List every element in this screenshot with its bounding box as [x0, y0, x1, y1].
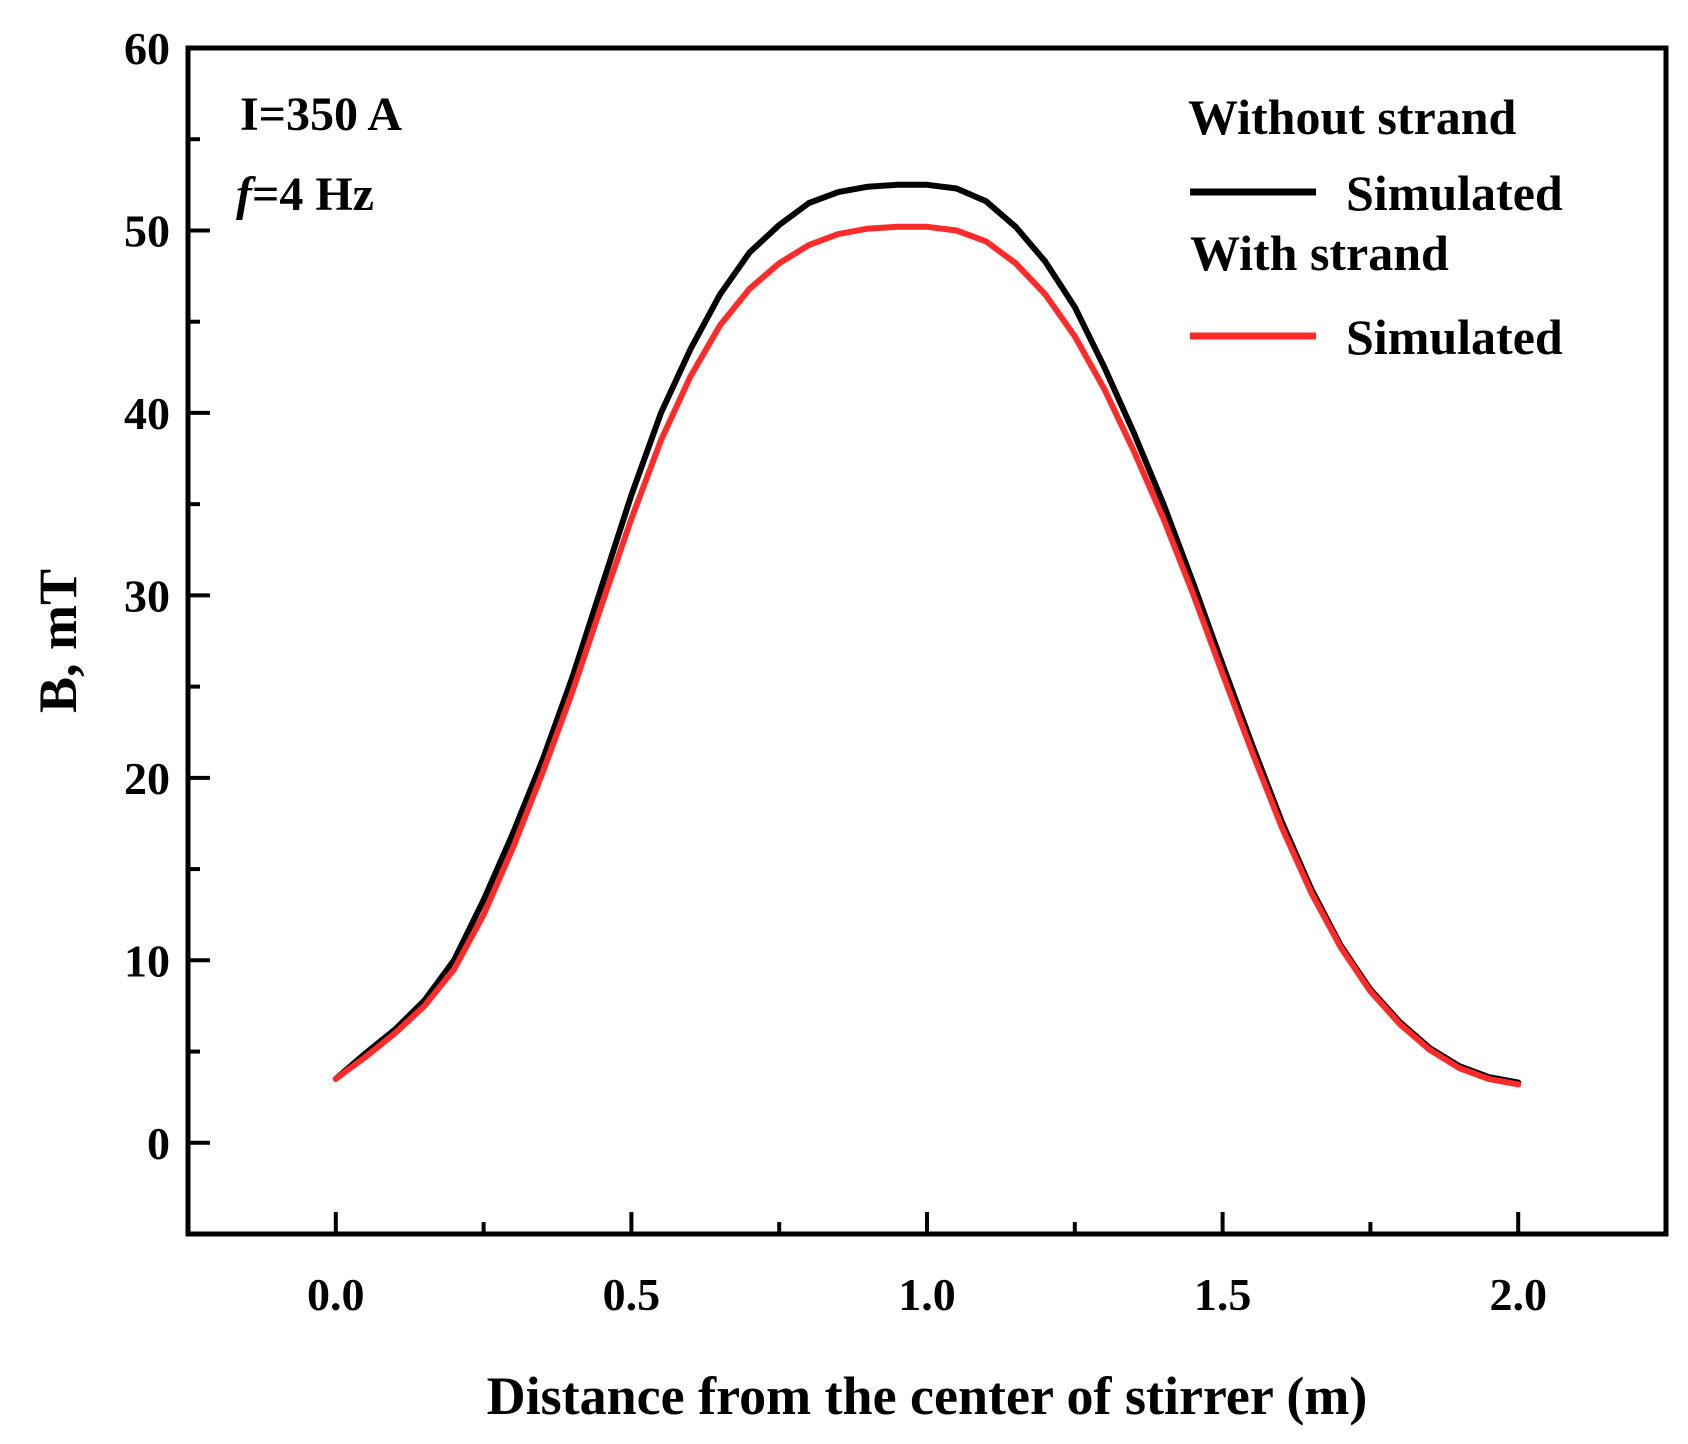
legend: Without strand Simulated With strand Sim…: [1188, 89, 1563, 365]
x-axis-title: Distance from the center of stirrer (m): [487, 1366, 1368, 1426]
legend-heading-without-strand: Without strand: [1188, 89, 1517, 145]
current-annotation: I=350 A: [240, 88, 402, 141]
y-tick-label: 60: [124, 23, 170, 74]
y-axis-title: B, mT: [28, 569, 88, 713]
frequency-value: =4 Hz: [252, 168, 374, 221]
y-tick-label: 20: [124, 753, 170, 804]
legend-entry-with-strand: Simulated: [1346, 309, 1563, 365]
x-tick-label: 1.0: [898, 1269, 956, 1320]
axis-ticks: [188, 46, 1521, 1234]
legend-heading-with-strand: With strand: [1190, 225, 1449, 281]
y-tick-label: 30: [124, 570, 170, 621]
axis-tick-labels: 0.0 0.5 1.0 1.5 2.0 0 10 20 30 40 50 60: [124, 23, 1547, 1320]
series-line-with-strand: [332, 223, 1522, 1088]
x-tick-label: 1.5: [1194, 1269, 1252, 1320]
x-tick-label: 0.5: [603, 1269, 661, 1320]
y-tick-label: 10: [124, 935, 170, 986]
series-layer: [332, 181, 1522, 1088]
legend-entry-without-strand: Simulated: [1346, 165, 1563, 221]
x-tick-label: 0.0: [307, 1269, 365, 1320]
y-tick-label: 40: [124, 388, 170, 439]
x-tick-label: 2.0: [1489, 1269, 1547, 1320]
frequency-annotation: f=4 Hz: [236, 168, 374, 221]
y-tick-label: 50: [124, 205, 170, 256]
y-tick-label: 0: [147, 1118, 170, 1169]
frequency-symbol: f: [236, 168, 256, 221]
